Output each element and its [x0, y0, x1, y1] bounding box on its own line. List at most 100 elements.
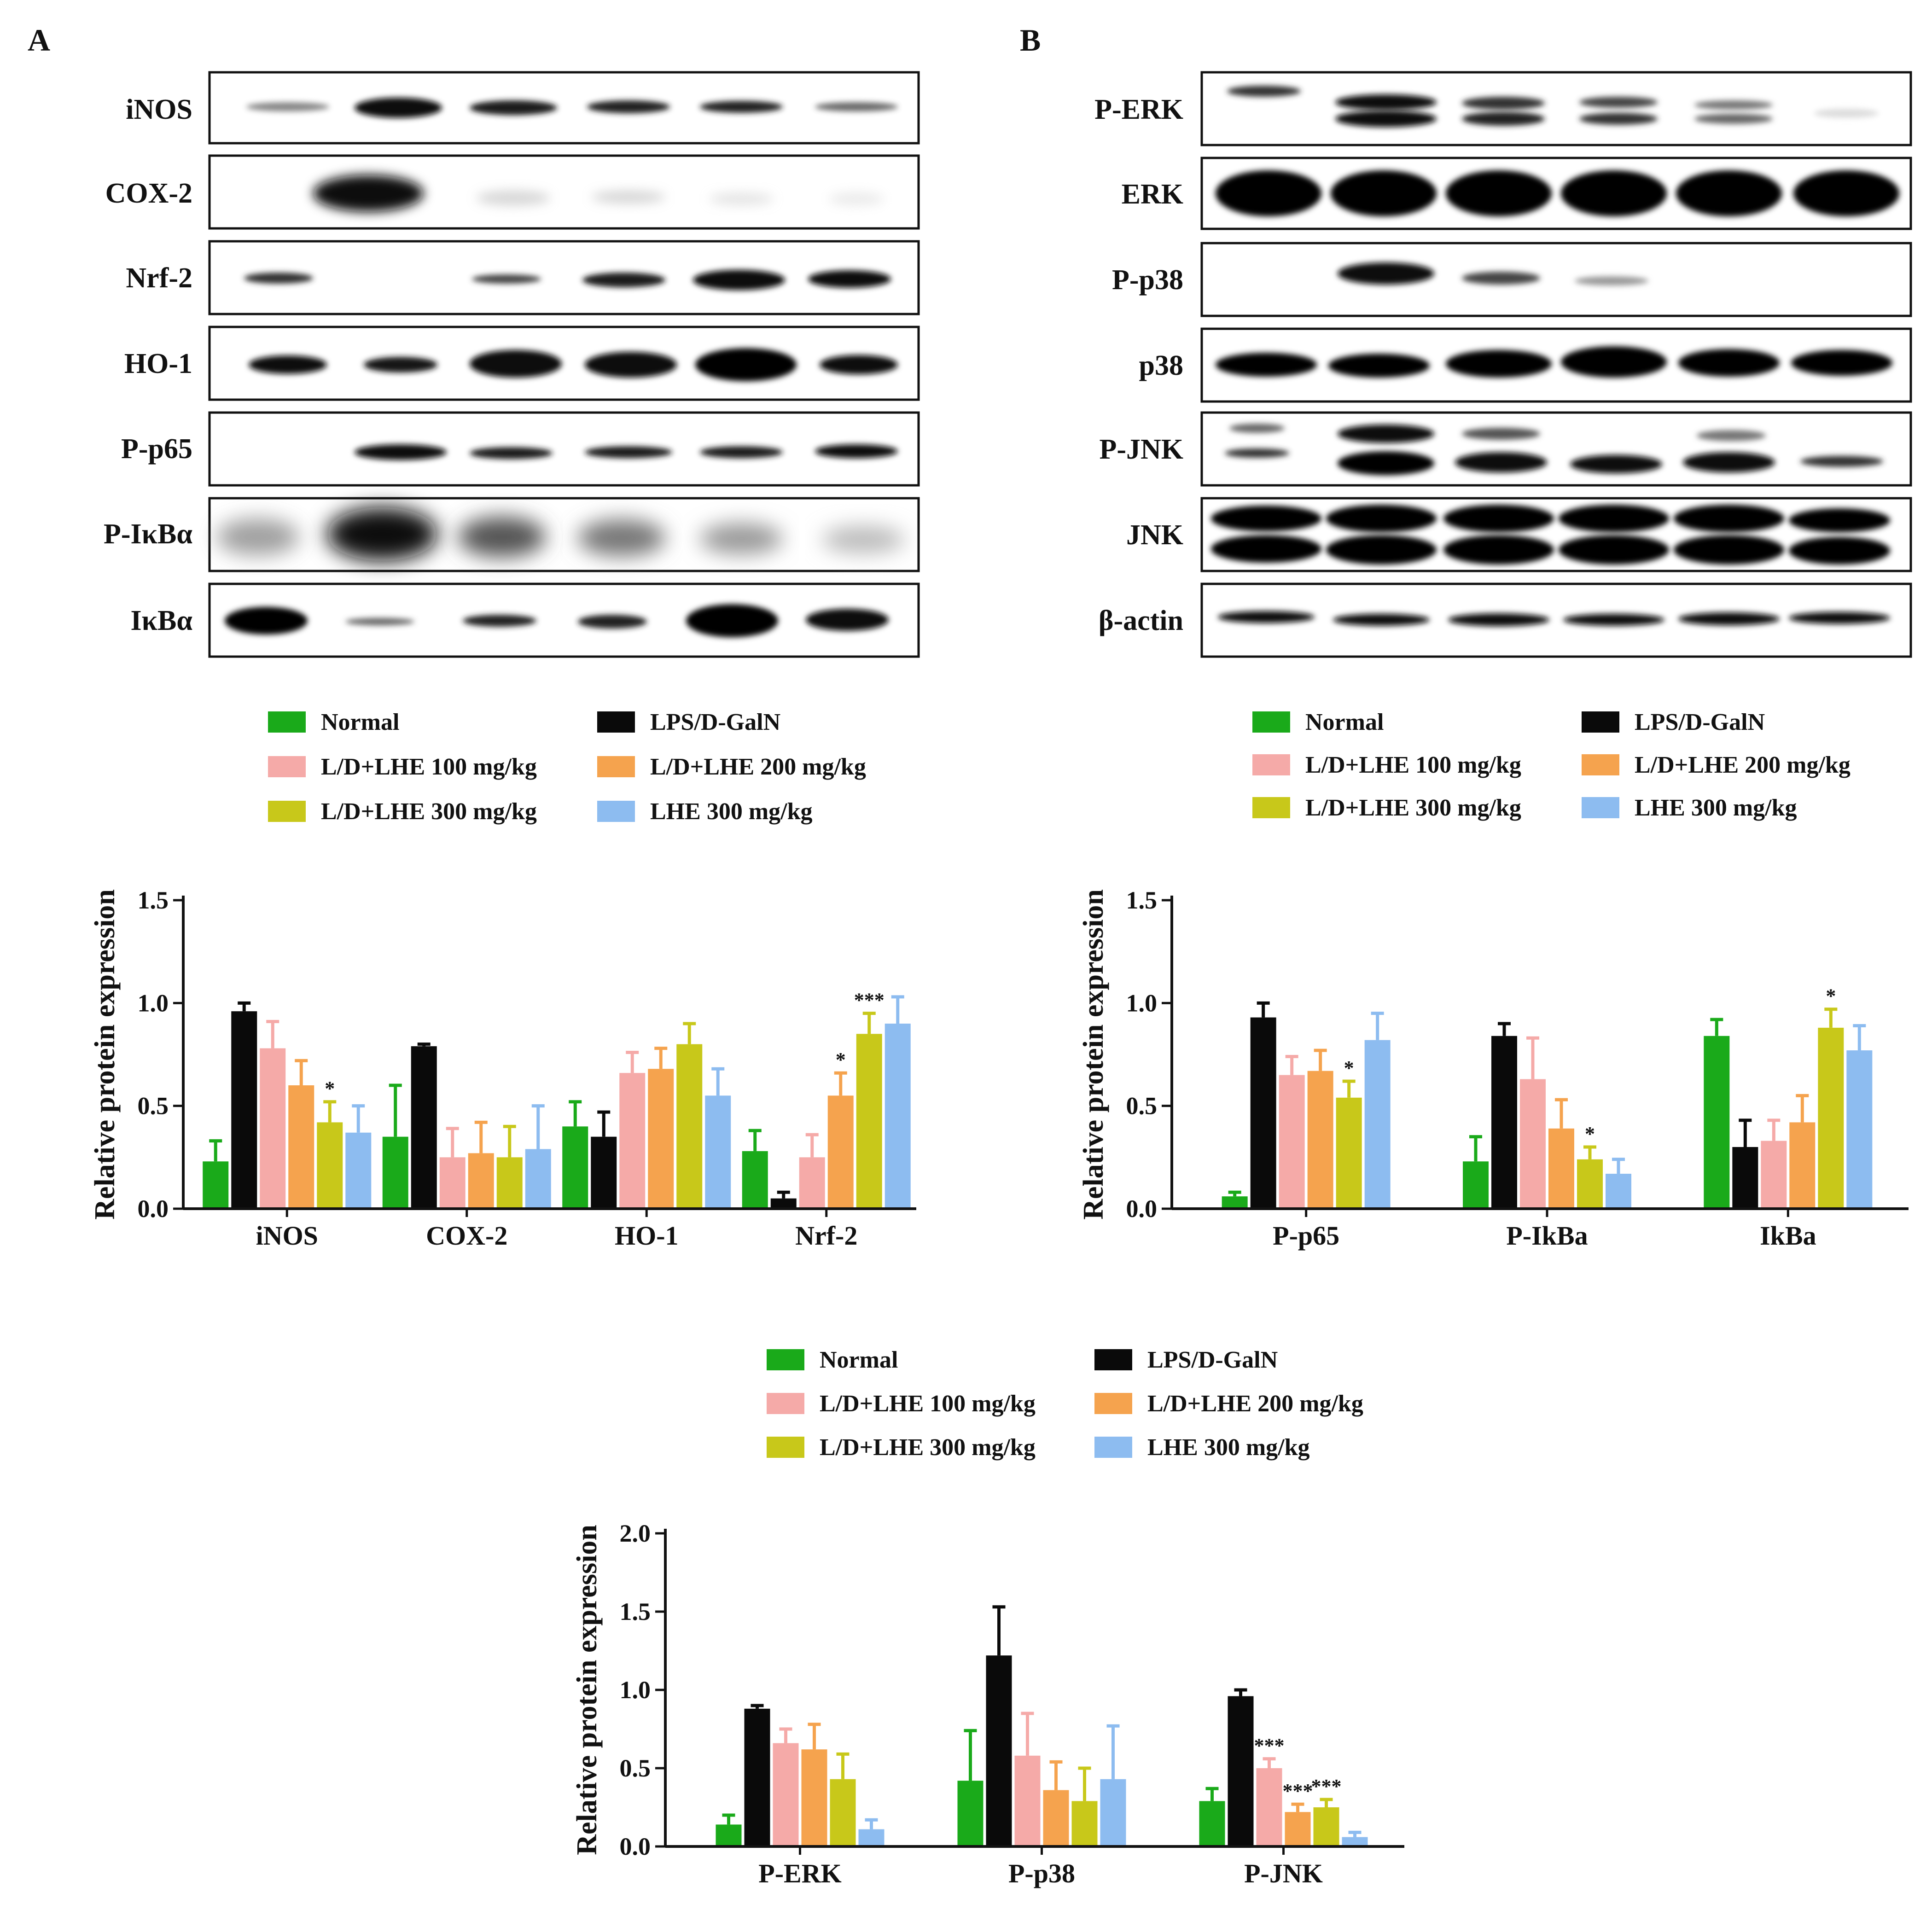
blot-label: HO-1 [124, 348, 192, 379]
legend-swatch [597, 801, 635, 822]
bar [288, 1085, 314, 1207]
blot-row: JNK [1126, 497, 1912, 572]
x-tick-label: IkBa [1760, 1221, 1816, 1251]
bar [231, 1011, 257, 1207]
legend-swatch [1252, 797, 1290, 818]
x-tick-label: iNOS [256, 1221, 318, 1251]
bar [382, 1136, 408, 1207]
y-tick-label: 1.5 [620, 1598, 651, 1625]
blot-bands [1216, 346, 1892, 378]
bar [1307, 1071, 1333, 1207]
blot-bands [313, 175, 884, 212]
legend-swatch [767, 1437, 804, 1458]
y-tick-label: 0.5 [620, 1754, 651, 1782]
bar [1043, 1790, 1069, 1845]
legend-swatch [597, 711, 635, 733]
bar [827, 1095, 854, 1207]
legend-item: L/D+LHE 200 mg/kg [1094, 1391, 1363, 1417]
blot-label: COX-2 [105, 178, 192, 209]
blot-bands [246, 98, 898, 118]
bar [562, 1126, 588, 1207]
blot-row: p38 [1139, 327, 1912, 403]
y-tick-label: 0.0 [620, 1833, 651, 1860]
legend-label: L/D+LHE 200 mg/kg [650, 754, 866, 780]
legend-label: LHE 300 mg/kg [1635, 795, 1797, 821]
bar [1279, 1075, 1305, 1207]
panel-label-a: A [28, 23, 50, 58]
x-tick-label: COX-2 [426, 1221, 507, 1251]
bar [1364, 1040, 1391, 1207]
bar [1199, 1801, 1225, 1845]
bar [317, 1122, 343, 1207]
blot-bands [1216, 170, 1899, 216]
legend-swatch [1582, 754, 1619, 775]
blot-label: Nrf-2 [126, 262, 192, 294]
legend-item: Normal [767, 1347, 898, 1373]
bar [496, 1157, 523, 1207]
legend-swatch [767, 1393, 804, 1414]
legend-swatch [1252, 754, 1290, 775]
significance-marker: * [836, 1048, 846, 1071]
y-tick-label: 0.0 [1126, 1195, 1158, 1223]
blot-bands [1218, 611, 1890, 626]
bar [203, 1161, 229, 1207]
bar [1789, 1122, 1816, 1207]
bar [799, 1157, 825, 1207]
x-tick-label: P-p38 [1008, 1858, 1075, 1888]
bar [1342, 1837, 1368, 1845]
legend-item: L/D+LHE 100 mg/kg [268, 754, 537, 780]
bar [1014, 1755, 1041, 1845]
legend-label: Normal [321, 709, 399, 735]
panel-label-b: B [1020, 23, 1041, 58]
bar [1577, 1159, 1603, 1207]
blot-row: IκBα [130, 582, 920, 658]
legend-swatch [1094, 1393, 1132, 1414]
significance-marker: *** [854, 989, 885, 1012]
legend-swatch [1582, 711, 1619, 733]
legend: Normal LPS/D-GalN L/D+LHE 100 mg/kg L/D+LHE… [268, 709, 866, 825]
legend-item: L/D+LHE 100 mg/kg [1252, 752, 1521, 778]
bar [1463, 1161, 1489, 1207]
bar [468, 1153, 494, 1207]
y-tick-label: 1.0 [620, 1676, 651, 1704]
legend-swatch [1582, 797, 1619, 818]
blot-bands [225, 604, 889, 637]
significance-marker: *** [1254, 1735, 1285, 1757]
legend-swatch [597, 756, 635, 777]
bar [1491, 1036, 1517, 1207]
bar [1732, 1147, 1758, 1207]
blot-label: P-p38 [1112, 264, 1183, 296]
bar [1071, 1801, 1098, 1845]
bar [1761, 1141, 1787, 1207]
legend-label: LHE 300 mg/kg [1147, 1434, 1310, 1461]
blot-label: P-JNK [1099, 434, 1183, 465]
blot-label: P-IκBα [104, 518, 192, 550]
blot-bands [1225, 424, 1883, 475]
bar [830, 1779, 856, 1845]
bar [1256, 1768, 1282, 1845]
legend-item: LPS/D-GalN [1582, 709, 1765, 735]
y-tick-label: 0.5 [138, 1092, 169, 1120]
legend-item: LHE 300 mg/kg [1094, 1434, 1310, 1461]
y-tick-label: 1.0 [138, 989, 169, 1017]
bar [1313, 1807, 1339, 1845]
legend-label: L/D+LHE 300 mg/kg [1305, 795, 1521, 821]
significance-marker: * [1585, 1123, 1595, 1145]
legend-label: L/D+LHE 100 mg/kg [321, 754, 537, 780]
blot-row: β-actin [1099, 582, 1912, 658]
blot-bands [1227, 86, 1879, 127]
legend-item: LHE 300 mg/kg [597, 798, 813, 825]
blot-bands [355, 444, 898, 460]
bar [858, 1829, 885, 1845]
x-tick-label: P-IkBa [1506, 1221, 1588, 1251]
blot-bands [1338, 262, 1648, 285]
legend-label: L/D+LHE 300 mg/kg [820, 1434, 1036, 1461]
blot-bands [1211, 505, 1890, 565]
legend-label: L/D+LHE 100 mg/kg [1305, 752, 1521, 778]
significance-marker: *** [1283, 1780, 1313, 1802]
y-axis-title: Relative protein expression [1078, 889, 1109, 1220]
bar [744, 1708, 770, 1845]
bar [957, 1781, 983, 1845]
bar [773, 1743, 799, 1845]
